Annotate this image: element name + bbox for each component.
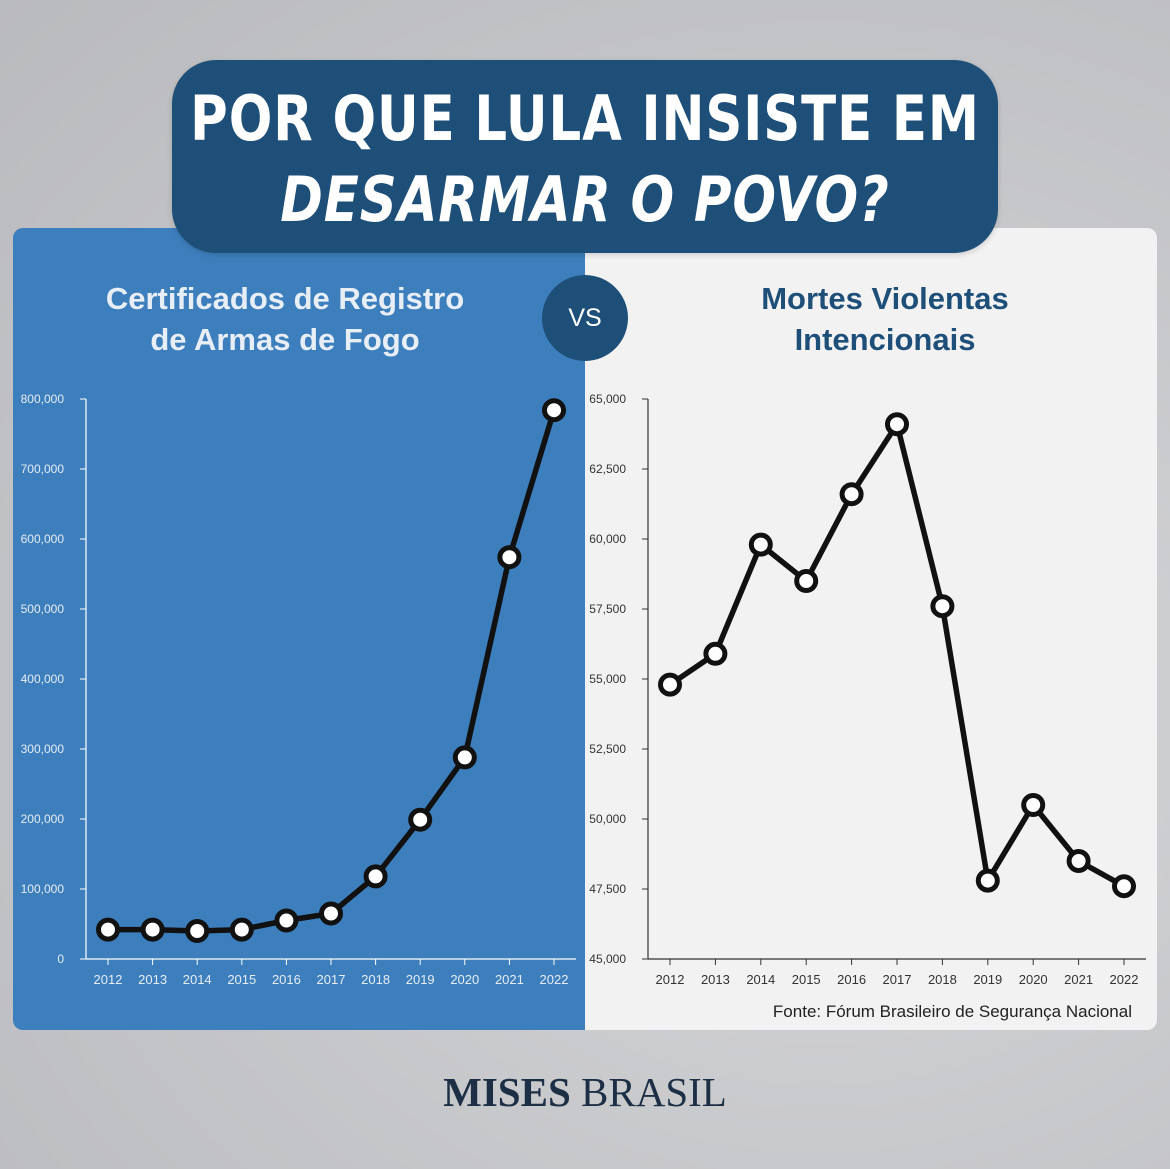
right-data-point-2018 [930,594,955,619]
left-data-point-2022 [542,398,566,423]
right-panel [585,228,1157,1030]
right-x-tick-label: 2018 [928,972,957,987]
right-x-tick-label: 2022 [1110,972,1139,987]
right-y-tick-label: 50,000 [589,812,626,826]
right-x-tick-label: 2017 [883,972,912,987]
left-x-tick-label: 2012 [94,972,123,987]
left-x-tick-label: 2018 [361,972,390,987]
right-x-tick-label: 2019 [973,972,1002,987]
left-y-tick-label: 500,000 [21,602,65,616]
right-chart-title-line1: Mortes Violentas [761,281,1009,316]
source-note: Fonte: Fórum Brasileiro de Segurança Nac… [772,1002,1132,1021]
right-chart-title-line2: Intencionais [794,322,976,357]
left-y-tick-label: 700,000 [21,462,65,476]
right-x-tick-label: 2015 [792,972,821,987]
right-data-point-2016 [839,482,864,507]
right-x-tick-label: 2012 [656,972,685,987]
right-data-point-2020 [1021,793,1046,817]
left-data-point-2021 [497,545,522,570]
right-y-tick-label: 55,000 [589,672,626,686]
right-y-tick-label: 65,000 [589,392,626,406]
mises-brasil-logo: MISES BRASIL [0,1068,1170,1116]
left-x-tick-label: 2022 [540,972,569,987]
right-data-point-2015 [794,569,819,593]
left-y-tick-label: 100,000 [21,882,65,896]
left-data-point-2020 [452,745,477,770]
right-data-point-2019 [975,868,1000,893]
right-data-point-2021 [1066,849,1091,873]
left-panel [13,228,585,1030]
right-data-point-2013 [703,641,728,666]
left-y-tick-label: 0 [57,952,64,966]
left-chart-title: Certificados de Registro de Armas de Fog… [30,278,540,360]
right-y-tick-label: 47,500 [589,882,626,896]
right-data-point-2014 [748,532,773,557]
right-x-tick-label: 2016 [837,972,866,987]
left-y-tick-label: 800,000 [21,392,65,406]
right-y-tick-label: 45,000 [589,952,626,966]
right-y-tick-label: 60,000 [589,532,626,546]
left-x-tick-label: 2021 [495,972,524,987]
right-y-tick-label: 57,500 [589,602,626,616]
right-data-point-2022 [1112,874,1136,899]
vs-badge: VS [542,275,628,361]
header-banner [172,60,998,253]
header-title-line2: DESARMAR O POVO? [280,163,890,236]
left-y-tick-label: 200,000 [21,812,65,826]
left-x-tick-label: 2013 [138,972,167,987]
right-x-tick-label: 2014 [746,972,775,987]
left-data-point-2019 [408,807,433,832]
logo-part2: BRASIL [581,1069,727,1115]
header-title-line1: POR QUE LULA INSISTE EM [190,82,980,155]
right-x-tick-label: 2013 [701,972,730,987]
right-chart-title: Mortes Violentas Intencionais [640,278,1130,360]
left-x-tick-label: 2019 [406,972,435,987]
left-x-tick-label: 2014 [183,972,212,987]
left-data-point-2012 [96,917,120,942]
left-data-point-2017 [319,901,343,926]
left-y-tick-label: 400,000 [21,672,65,686]
right-y-tick-label: 52,500 [589,742,626,756]
left-data-point-2018 [363,864,388,889]
left-data-point-2015 [229,917,254,942]
left-y-tick-label: 300,000 [21,742,65,756]
left-x-tick-label: 2020 [450,972,479,987]
left-x-tick-label: 2017 [317,972,346,987]
left-data-point-2014 [185,919,210,943]
left-x-tick-label: 2015 [227,972,256,987]
left-x-tick-label: 2016 [272,972,301,987]
left-data-point-2013 [140,917,165,942]
left-chart-title-line2: de Armas de Fogo [150,322,420,357]
right-data-point-2017 [885,412,909,437]
logo-part1: MISES [443,1069,571,1115]
left-data-point-2016 [274,908,299,933]
left-chart-title-line1: Certificados de Registro [105,281,465,316]
right-x-tick-label: 2020 [1019,972,1048,987]
right-x-tick-label: 2021 [1064,972,1093,987]
right-y-tick-label: 62,500 [589,462,626,476]
right-series-line [667,421,1127,889]
right-data-point-2012 [658,672,682,697]
left-y-tick-label: 600,000 [21,532,65,546]
